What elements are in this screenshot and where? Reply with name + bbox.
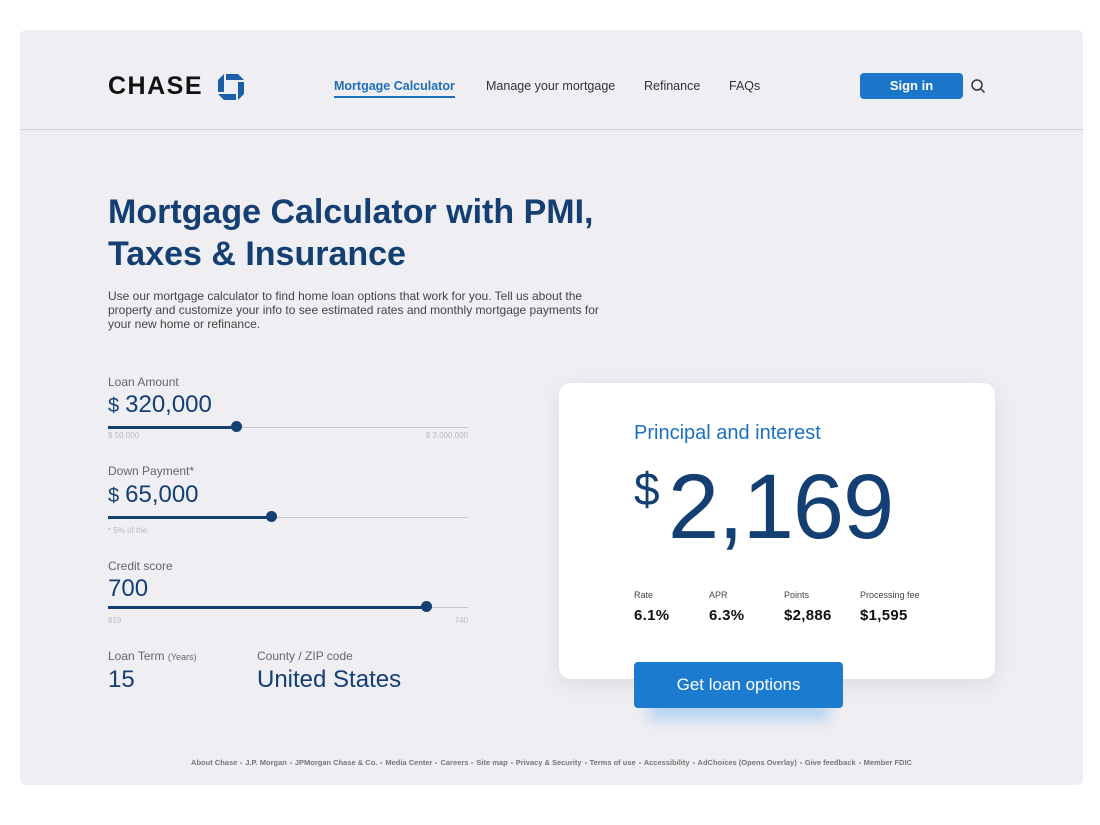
field-label: County / ZIP code — [257, 649, 353, 663]
description: Use our mortgage calculator to find home… — [108, 289, 599, 331]
stat-label: APR — [709, 590, 728, 600]
footer-link[interactable]: Media Center — [385, 758, 433, 767]
footer-link[interactable]: Member FDIC — [863, 758, 912, 767]
get-loan-options-button[interactable]: Get loan options — [634, 662, 843, 708]
amount: 65,000 — [125, 481, 199, 508]
stat-label: Rate — [634, 590, 654, 600]
slider-thumb[interactable] — [231, 421, 242, 432]
stat-label: Processing fee — [860, 590, 920, 600]
stat-label: Points — [784, 590, 810, 600]
separator-dot — [240, 762, 243, 765]
logo-text[interactable]: CHASE — [108, 72, 204, 100]
footer-link[interactable]: J.P. Morgan — [245, 758, 287, 767]
header-divider — [20, 129, 1083, 130]
result-currency: $ — [634, 463, 660, 515]
field-label: Loan Term (Years) — [108, 649, 197, 663]
currency: $ — [108, 395, 120, 417]
title-line: Mortgage Calculator with PMI, — [108, 193, 594, 231]
result-amount: 2,169 — [668, 456, 894, 558]
separator-dot — [471, 762, 474, 765]
slider-track — [108, 427, 468, 428]
slider-fill — [108, 426, 237, 429]
footer-link[interactable]: Careers — [440, 758, 469, 767]
field-value[interactable]: $65,000 — [108, 481, 199, 509]
separator-dot — [289, 762, 292, 765]
separator-dot — [380, 762, 383, 765]
field-label: Down Payment* — [108, 464, 195, 478]
slider-fill — [108, 606, 427, 609]
slider-track — [108, 517, 468, 518]
currency: $ — [108, 485, 120, 507]
separator-dot — [435, 762, 438, 765]
separator-dot — [584, 762, 587, 765]
stat-value: 6.3% — [709, 607, 745, 624]
nav-link[interactable]: FAQs — [729, 79, 761, 93]
footer-link[interactable]: Site map — [476, 758, 508, 767]
search-icon[interactable] — [970, 78, 986, 94]
slider-min: 619 — [108, 616, 122, 625]
sign-in-button[interactable]: Sign in — [860, 73, 963, 99]
slider-max: 740 — [454, 616, 468, 625]
slider-min: $ 50,000 — [108, 431, 140, 440]
footer-link[interactable]: About Chase — [191, 758, 238, 767]
footer-link[interactable]: Give feedback — [804, 758, 856, 767]
field-label: Credit score — [108, 559, 173, 573]
field-value[interactable]: 15 — [108, 666, 135, 693]
separator-dot — [858, 762, 861, 765]
separator-dot — [638, 762, 641, 765]
field-label: Loan Amount — [108, 375, 179, 389]
result-title: Principal and interest — [634, 422, 821, 444]
footer: About Chase J.P. Morgan JPMorgan Chase & C… — [20, 758, 1083, 767]
footer-link[interactable]: JPMorgan Chase & Co. — [294, 758, 378, 767]
slider-fill — [108, 516, 272, 519]
field-value[interactable]: $320,000 — [108, 391, 212, 419]
nav-link[interactable]: Manage your mortgage — [486, 79, 616, 93]
result-card — [559, 383, 995, 679]
field-value[interactable]: United States — [257, 666, 402, 693]
field-note: * 5% of the — [108, 526, 148, 535]
separator-dot — [799, 762, 802, 765]
nav-link[interactable]: Refinance — [644, 79, 701, 93]
title-line: Taxes & Insurance — [108, 235, 406, 273]
field-value[interactable]: 700 — [108, 575, 149, 602]
footer-link[interactable]: Terms of use — [589, 758, 636, 767]
separator-dot — [692, 762, 695, 765]
stat-value: 6.1% — [634, 607, 670, 624]
logo-mark — [218, 74, 244, 100]
stat-value: $1,595 — [860, 607, 908, 624]
nav-link[interactable]: Mortgage Calculator — [334, 79, 455, 98]
slider-thumb[interactable] — [421, 601, 432, 612]
label-unit: (Years) — [167, 652, 197, 662]
page-title: Mortgage Calculator with PMI, Taxes & In… — [108, 191, 593, 275]
amount: 320,000 — [125, 391, 212, 418]
stat-value: $2,886 — [784, 607, 832, 624]
footer-link[interactable]: Privacy & Security — [515, 758, 582, 767]
slider-max: $ 3,000,000 — [425, 431, 468, 440]
separator-dot — [510, 762, 513, 765]
slider-thumb[interactable] — [266, 511, 277, 522]
label-text: Loan Term — [108, 649, 165, 663]
footer-link[interactable]: Accessibility — [643, 758, 690, 767]
footer-link[interactable]: AdChoices (Opens Overlay) — [697, 758, 797, 767]
